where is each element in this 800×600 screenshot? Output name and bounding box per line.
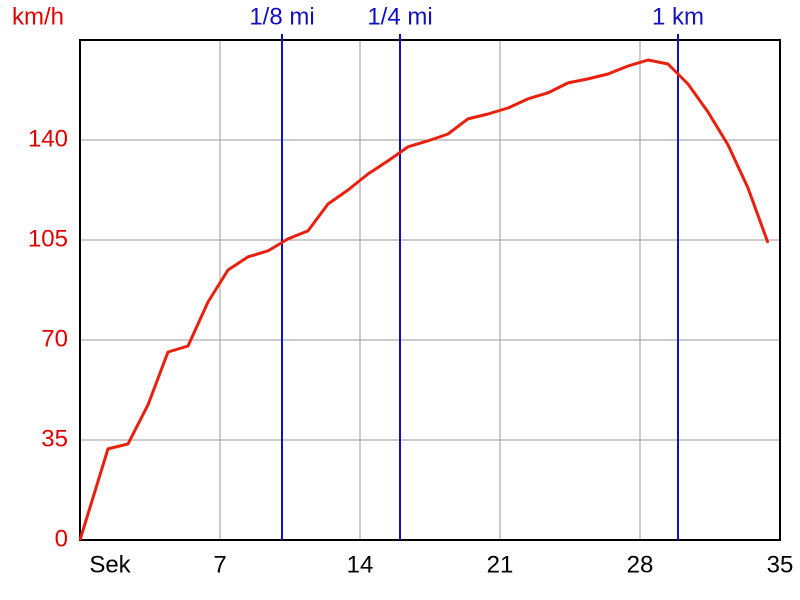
y-tick-label: 140 <box>28 125 68 152</box>
plot-border <box>79 39 781 541</box>
x-tick-label: 14 <box>347 551 374 578</box>
distance-marker-label: 1/4 mi <box>367 3 432 30</box>
x-tick-label: 21 <box>487 551 514 578</box>
x-tick-label: 7 <box>213 551 226 578</box>
speed-line <box>78 58 770 541</box>
x-tick-label: Sek <box>89 551 131 578</box>
y-tick-label: 35 <box>41 425 68 452</box>
x-tick-label: 35 <box>767 551 794 578</box>
y-axis-label: km/h <box>12 3 64 30</box>
y-tick-label: 105 <box>28 225 68 252</box>
y-tick-label: 70 <box>41 325 68 352</box>
distance-marker-label: 1 km <box>652 3 704 30</box>
x-tick-label: 28 <box>627 551 654 578</box>
y-tick-label: 0 <box>55 525 68 552</box>
distance-marker-label: 1/8 mi <box>249 3 314 30</box>
